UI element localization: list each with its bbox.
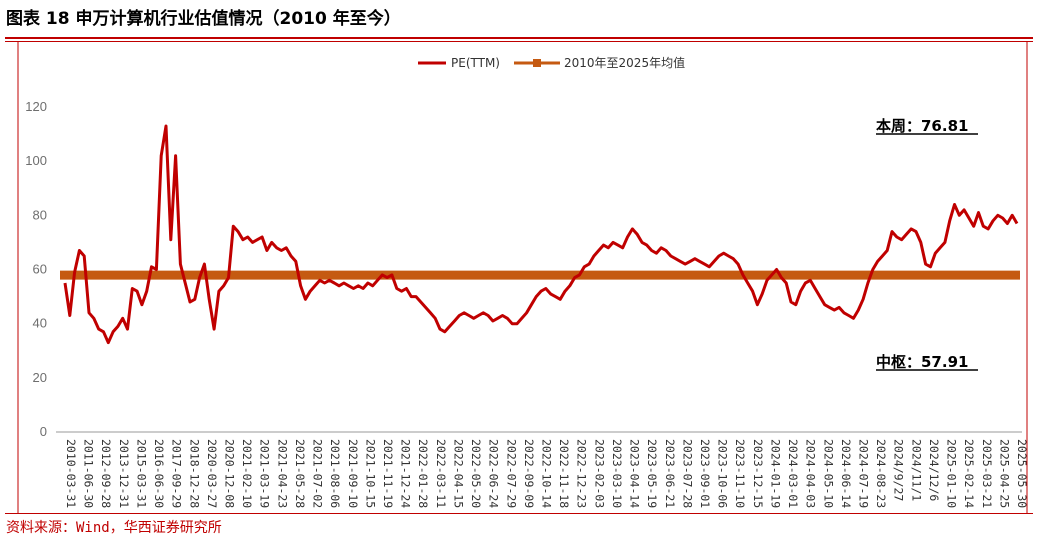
x-tick-label: 2024/11/1 <box>909 439 923 501</box>
x-tick-label: 2021-03-19 <box>258 439 272 508</box>
source-note: 资料来源：Wind，华西证券研究所 <box>6 520 222 536</box>
x-tick-label: 2024-06-14 <box>839 439 853 508</box>
x-tick-label: 2025-02-14 <box>962 439 976 508</box>
current-value-annotation: 本周：76.81 <box>876 117 968 135</box>
x-tick-label: 2012-09-28 <box>99 439 113 508</box>
y-tick-label: 100 <box>25 153 47 168</box>
x-tick-label: 2023-09-01 <box>698 439 712 508</box>
y-tick-label: 40 <box>33 316 47 331</box>
x-tick-label: 2022-05-20 <box>469 439 483 508</box>
x-axis: 2010-03-31 2011-06-30 2012-09-28 2013-12-31… <box>64 439 1029 508</box>
x-tick-label: 2021-05-28 <box>293 439 307 508</box>
legend-mean-label: 2010年至2025年均值 <box>564 55 685 70</box>
x-tick-label: 2022-04-15 <box>451 439 465 508</box>
x-tick-label: 2021-09-10 <box>346 439 360 508</box>
x-tick-label: 2023-07-28 <box>680 439 694 508</box>
y-tick-label: 20 <box>33 370 47 385</box>
x-tick-label: 2024-07-19 <box>857 439 871 508</box>
x-tick-label: 2022-01-28 <box>416 439 430 508</box>
x-tick-label: 2022-11-18 <box>557 439 571 508</box>
x-tick-label: 2021-02-10 <box>240 439 254 508</box>
x-tick-label: 2024-01-19 <box>768 439 782 508</box>
x-tick-label: 2025-05-30 <box>1015 439 1029 508</box>
x-tick-label: 2018-12-28 <box>187 439 201 508</box>
pe-ttm-series-line <box>63 124 1019 345</box>
x-tick-label: 2017-09-29 <box>170 439 184 508</box>
x-tick-label: 2020-03-27 <box>205 439 219 508</box>
x-tick-label: 2023-10-06 <box>716 439 730 508</box>
x-tick-label: 2023-03-10 <box>610 439 624 508</box>
x-tick-label: 2013-12-31 <box>117 439 131 508</box>
x-tick-label: 2024-05-10 <box>821 439 835 508</box>
x-tick-label: 2024/12/6 <box>927 439 941 501</box>
source-rule <box>5 513 1033 514</box>
y-tick-label: 80 <box>33 207 47 222</box>
x-tick-label: 2023-12-15 <box>751 439 765 508</box>
legend: PE(TTM) 2010年至2025年均值 <box>418 55 685 70</box>
x-tick-label: 2025-01-10 <box>945 439 959 508</box>
x-tick-label: 2024-03-01 <box>786 439 800 508</box>
legend-mean-marker <box>533 59 541 67</box>
title-rule-thin <box>5 41 1033 42</box>
x-tick-label: 2010-03-31 <box>64 439 78 508</box>
x-tick-label: 2016-06-30 <box>152 439 166 508</box>
x-tick-label: 2022-09-09 <box>522 439 536 508</box>
legend-pe-label: PE(TTM) <box>451 56 500 70</box>
x-tick-label: 2023-06-21 <box>663 439 677 508</box>
title-rule <box>5 37 1033 39</box>
x-tick-label: 2023-02-03 <box>592 439 606 508</box>
x-tick-label: 2024-04-03 <box>804 439 818 508</box>
x-tick-label: 2021-12-24 <box>399 439 413 508</box>
x-tick-label: 2023-04-14 <box>628 439 642 508</box>
x-tick-label: 2022-03-11 <box>434 439 448 508</box>
x-tick-label: 2023-11-10 <box>733 439 747 508</box>
x-tick-label: 2022-07-29 <box>504 439 518 508</box>
x-tick-label: 2023-05-19 <box>645 439 659 508</box>
x-tick-label: 2015-03-31 <box>134 439 148 508</box>
x-tick-label: 2011-06-30 <box>82 439 96 508</box>
x-tick-label: 2021-11-19 <box>381 439 395 508</box>
y-tick-label: 60 <box>33 262 47 277</box>
x-tick-label: 2025-04-25 <box>997 439 1011 508</box>
figure-title: 图表 18 申万计算机行业估值情况（2010 年至今） <box>6 9 401 29</box>
x-tick-label: 2021-04-23 <box>275 439 289 508</box>
y-tick-label: 120 <box>25 99 47 114</box>
x-tick-label: 2024/9/27 <box>892 439 906 501</box>
x-tick-label: 2025-03-21 <box>980 439 994 508</box>
y-tick-label: 0 <box>40 424 47 439</box>
median-annotation: 中枢：57.91 <box>876 353 968 371</box>
x-tick-label: 2022-12-23 <box>575 439 589 508</box>
x-tick-label: 2022-10-14 <box>540 439 554 508</box>
y-axis: 0 20 40 60 80 100 120 <box>25 99 47 439</box>
x-tick-label: 2020-12-08 <box>223 439 237 508</box>
x-tick-label: 2022-06-24 <box>487 439 501 508</box>
x-tick-label: 2021-07-02 <box>311 439 325 508</box>
x-tick-label: 2024-08-23 <box>874 439 888 508</box>
x-tick-label: 2021-08-06 <box>328 439 342 508</box>
x-tick-label: 2021-10-15 <box>363 439 377 508</box>
